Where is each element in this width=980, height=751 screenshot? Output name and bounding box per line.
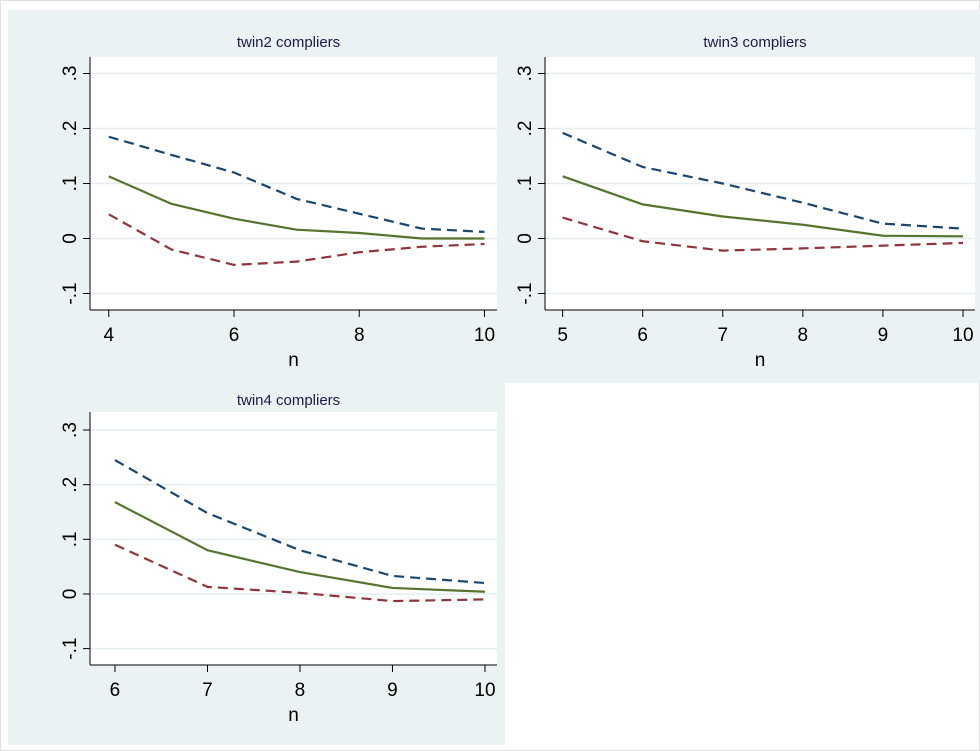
y-tick-label: .1	[60, 176, 81, 192]
x-tick-label: 7	[202, 680, 213, 701]
series-line	[108, 135, 485, 233]
x-tick-label: 8	[354, 325, 365, 346]
panel-title: twin4 compliers	[237, 392, 340, 409]
y-tick-label: -.1	[515, 282, 536, 304]
y-tick-label: .3	[60, 422, 81, 438]
panel-title: twin2 compliers	[237, 34, 340, 51]
series-line	[562, 216, 964, 252]
x-tick-label: 8	[798, 325, 809, 346]
x-tick-label: 10	[474, 680, 495, 701]
y-tick-label: -.1	[60, 282, 81, 304]
x-axis-label: n	[288, 705, 299, 726]
plot-area	[90, 412, 497, 665]
x-tick-label: 9	[387, 680, 398, 701]
y-tick-label: .1	[60, 531, 81, 547]
y-tick-label: 0	[515, 233, 536, 244]
y-tick-label: .1	[515, 176, 536, 192]
x-tick-label: 4	[103, 325, 114, 346]
series-line	[562, 131, 964, 230]
y-tick-label: .3	[515, 66, 536, 82]
series-line	[108, 213, 485, 267]
x-tick-label: 6	[637, 325, 648, 346]
y-tick-label: .3	[60, 66, 81, 82]
series-line	[114, 459, 486, 585]
x-tick-label: 6	[110, 680, 121, 701]
y-tick-label: .2	[60, 121, 81, 137]
x-tick-label: 10	[474, 325, 495, 346]
y-tick-label: 0	[60, 589, 81, 600]
y-tick-label: .2	[515, 121, 536, 137]
series-line	[562, 175, 963, 238]
x-tick-label: 9	[878, 325, 889, 346]
y-tick-label: -.1	[60, 638, 81, 660]
panel-title: twin3 compliers	[703, 34, 806, 51]
x-tick-label: 6	[229, 325, 240, 346]
x-tick-label: 7	[717, 325, 728, 346]
series-line	[114, 543, 485, 603]
y-tick-label: 0	[60, 233, 81, 244]
series-line	[108, 175, 485, 240]
x-tick-label: 5	[557, 325, 568, 346]
x-tick-label: 8	[295, 680, 306, 701]
x-tick-label: 10	[952, 325, 973, 346]
series-line	[114, 501, 486, 593]
x-axis-label: n	[755, 350, 766, 371]
y-tick-label: .2	[60, 477, 81, 493]
x-axis-label: n	[288, 350, 299, 371]
